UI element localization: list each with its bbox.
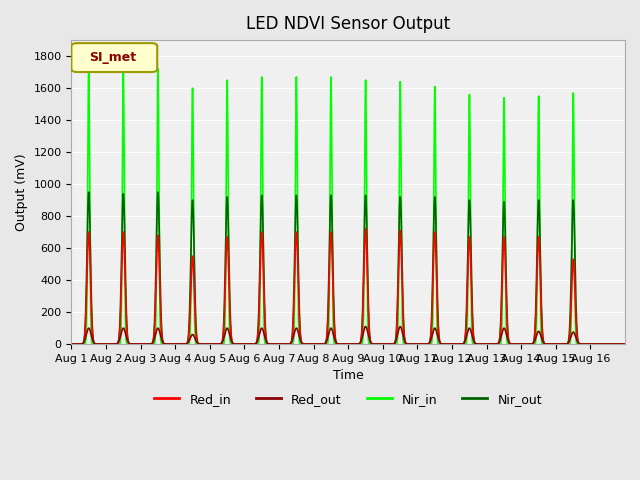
Nir_out: [181, 341, 189, 347]
Nir_out: [85, 189, 93, 195]
X-axis label: Time: Time: [333, 370, 364, 383]
Red_out: [68, 341, 76, 347]
Nir_in: [607, 341, 614, 347]
Nir_out: [68, 341, 76, 347]
Red_out: [362, 324, 369, 329]
Red_in: [468, 306, 476, 312]
Red_in: [68, 341, 76, 347]
Y-axis label: Output (mV): Output (mV): [15, 153, 28, 231]
Nir_out: [419, 341, 427, 347]
Legend: Red_in, Red_out, Nir_in, Nir_out: Red_in, Red_out, Nir_in, Nir_out: [150, 388, 547, 411]
Red_in: [419, 341, 427, 347]
Line: Nir_in: Nir_in: [72, 67, 625, 344]
Nir_in: [621, 341, 629, 347]
FancyBboxPatch shape: [72, 43, 157, 72]
Line: Red_in: Red_in: [72, 229, 625, 344]
Line: Nir_out: Nir_out: [72, 192, 625, 344]
Nir_in: [419, 341, 427, 347]
Nir_in: [537, 305, 545, 311]
Nir_out: [537, 263, 545, 268]
Nir_in: [504, 340, 511, 346]
Red_out: [468, 332, 476, 338]
Red_out: [621, 341, 629, 347]
Title: LED NDVI Sensor Output: LED NDVI Sensor Output: [246, 15, 451, 33]
Nir_in: [468, 335, 476, 340]
Red_out: [504, 335, 511, 341]
Red_in: [181, 341, 189, 347]
Nir_in: [85, 64, 93, 70]
Nir_out: [621, 341, 629, 347]
Red_in: [621, 341, 629, 347]
Nir_in: [181, 341, 189, 347]
Red_in: [537, 283, 545, 288]
Nir_out: [504, 318, 511, 324]
Red_in: [504, 324, 511, 329]
Red_out: [419, 341, 427, 347]
Nir_out: [468, 295, 476, 300]
Red_out: [537, 332, 545, 337]
Nir_in: [68, 341, 76, 347]
Red_in: [362, 226, 369, 232]
Red_in: [615, 341, 623, 347]
Red_out: [615, 341, 623, 347]
Nir_out: [615, 341, 623, 347]
Nir_in: [615, 341, 623, 347]
Text: SI_met: SI_met: [90, 51, 136, 64]
Red_out: [181, 341, 189, 347]
Line: Red_out: Red_out: [72, 326, 625, 344]
